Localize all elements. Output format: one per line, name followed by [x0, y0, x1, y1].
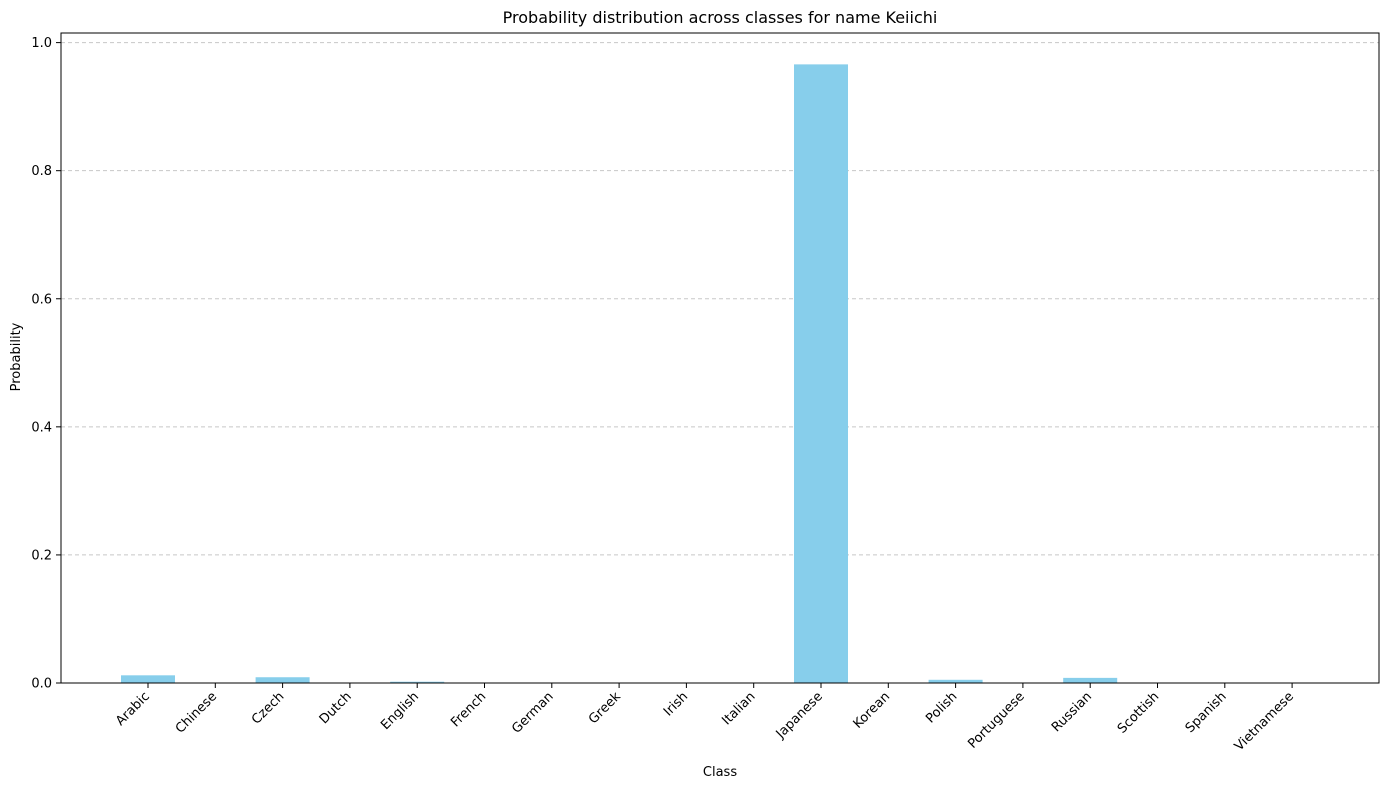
- y-axis-ticks: 0.0 0.2 0.4 0.6 0.8 1.0: [31, 36, 61, 692]
- x-tick-label-polish: Polish: [923, 689, 960, 726]
- bar-russian: [1063, 677, 1118, 683]
- bar-czech: [255, 677, 310, 683]
- x-tick-label-vietnamese: Vietnamese: [1232, 689, 1297, 754]
- bars: [121, 64, 1320, 683]
- y-tick-label: 0.2: [31, 548, 52, 563]
- x-tick-label-czech: Czech: [249, 689, 287, 727]
- x-tick-label-dutch: Dutch: [317, 689, 355, 727]
- x-tick-label-korean: Korean: [851, 689, 893, 731]
- bar-arabic: [121, 675, 175, 683]
- y-tick-label: 1.0: [31, 36, 52, 51]
- y-tick-label: 0.8: [31, 164, 52, 179]
- gridlines: [61, 42, 1379, 684]
- bar-polish: [928, 679, 983, 683]
- x-tick-label-chinese: Chinese: [173, 689, 220, 736]
- x-tick-label-irish: Irish: [661, 689, 691, 719]
- chart-title: Probability distribution across classes …: [503, 8, 938, 27]
- x-tick-label-english: English: [378, 689, 422, 733]
- x-tick-label-japanese: Japanese: [773, 689, 826, 742]
- y-tick-label: 0.4: [31, 420, 52, 435]
- x-tick-label-spanish: Spanish: [1183, 689, 1230, 736]
- bar-english: [390, 681, 445, 683]
- y-tick-label: 0.0: [31, 677, 52, 692]
- x-tick-label-greek: Greek: [586, 689, 624, 727]
- x-tick-label-french: French: [448, 689, 489, 730]
- x-tick-label-scottish: Scottish: [1115, 689, 1162, 736]
- x-tick-label-italian: Italian: [719, 689, 758, 728]
- x-tick-label-russian: Russian: [1049, 689, 1095, 735]
- x-tick-label-portuguese: Portuguese: [965, 689, 1027, 751]
- x-tick-label-german: German: [509, 689, 556, 736]
- x-tick-label-arabic: Arabic: [113, 689, 153, 729]
- y-axis-label: Probability: [9, 322, 24, 391]
- plot-frame: [60, 32, 1380, 684]
- x-axis-label: Class: [703, 765, 737, 780]
- y-tick-label: 0.6: [31, 292, 52, 307]
- x-axis-ticks: Arabic Chinese Czech Dutch English French Germ…: [113, 683, 1297, 754]
- bar-japanese: [794, 64, 848, 683]
